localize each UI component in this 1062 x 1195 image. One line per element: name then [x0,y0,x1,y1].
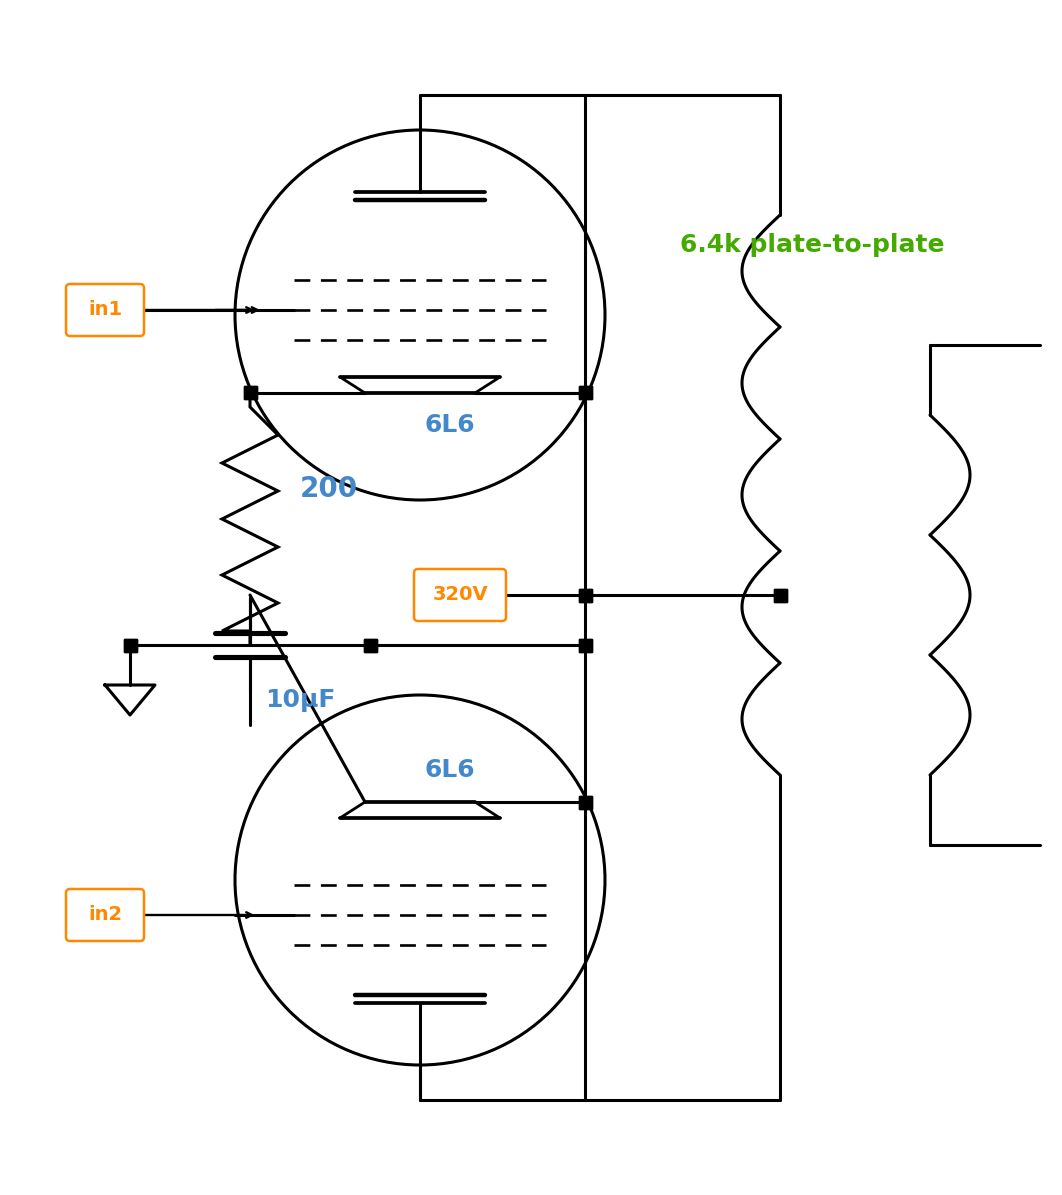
Bar [363,638,377,651]
Bar [579,386,592,399]
FancyBboxPatch shape [414,569,506,621]
Text: 200: 200 [299,474,358,503]
Bar [579,588,592,601]
Bar [123,638,137,651]
Bar [579,386,592,399]
FancyBboxPatch shape [66,889,144,940]
Text: 6L6: 6L6 [425,758,476,782]
Bar [773,588,787,601]
Bar [579,588,592,601]
Text: 320V: 320V [432,586,487,605]
Bar [579,796,592,809]
FancyBboxPatch shape [66,284,144,336]
Bar [243,386,257,399]
Bar [579,796,592,809]
Bar [579,638,592,651]
Bar [773,588,787,601]
Bar [243,386,257,399]
Text: 6.4k plate-to-plate: 6.4k plate-to-plate [680,233,944,257]
Text: 10μF: 10μF [266,688,336,712]
Text: in1: in1 [88,300,122,319]
Text: in2: in2 [88,906,122,925]
Text: 6L6: 6L6 [425,413,476,437]
Bar [363,638,377,651]
Bar [123,638,137,651]
Bar [579,638,592,651]
